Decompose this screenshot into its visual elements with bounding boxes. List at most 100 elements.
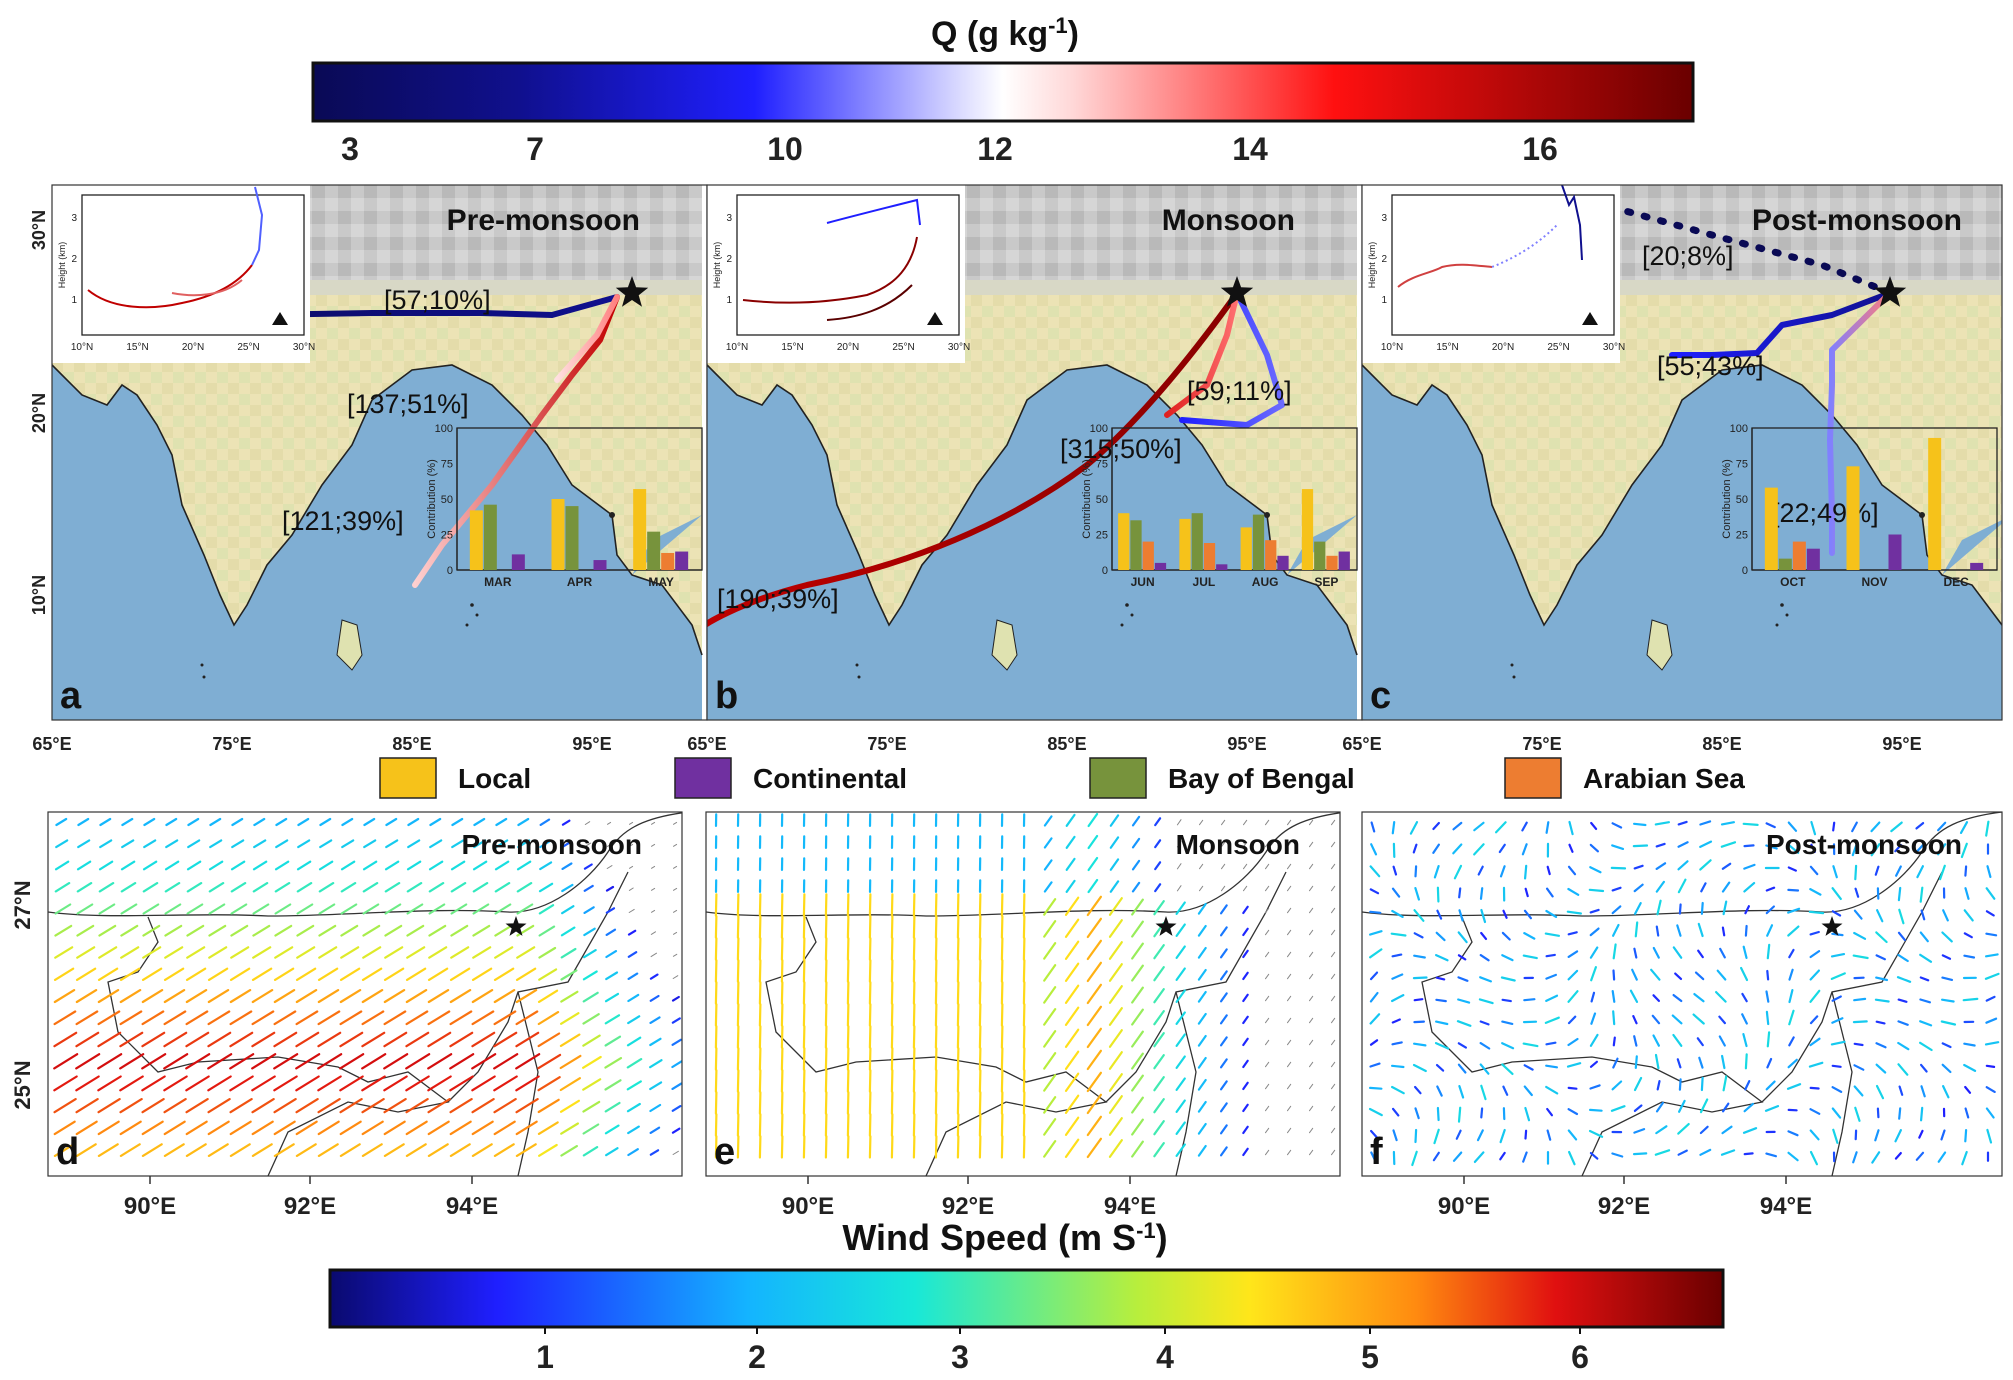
wind-arrow: [450, 881, 467, 893]
wind-arrow: [493, 967, 515, 981]
wind-arrow: [736, 1135, 740, 1159]
trajectory-line: [1179, 290, 1285, 428]
wind-arrow: [956, 1091, 960, 1115]
wind-arrow: [1176, 841, 1182, 848]
wind-arrow: [429, 839, 443, 849]
wind-arrow: [143, 817, 156, 827]
wind-arrow: [1567, 1086, 1578, 1090]
wind-arrow: [868, 1091, 872, 1115]
wind-arrow: [317, 1010, 341, 1026]
wind-arrow: [1043, 897, 1057, 916]
wind-arrow: [1000, 981, 1004, 1005]
lat-tick-label: 27°N: [10, 880, 35, 929]
wind-arrow: [1611, 905, 1622, 915]
wind-arrow: [1502, 1085, 1509, 1096]
wind-arrow: [1985, 1017, 1998, 1024]
wind-arrow: [317, 967, 339, 981]
wind-arrow: [384, 903, 402, 915]
wind-arrow: [802, 1003, 806, 1027]
wind-arrow: [802, 959, 806, 983]
wind-arrow: [1331, 1105, 1336, 1112]
wind-arrow: [1331, 973, 1336, 980]
wind-arrow: [1894, 843, 1903, 853]
wind-arrow: [1369, 865, 1381, 878]
wind-arrow: [97, 1053, 123, 1070]
wind-arrow: [1634, 901, 1642, 915]
wind-arrow: [1086, 1027, 1102, 1049]
wind-arrow: [802, 893, 806, 917]
wind-arrow: [76, 881, 93, 893]
wind-arrow: [1851, 821, 1858, 833]
wind-arrow: [1265, 1149, 1270, 1156]
wind-arrow: [1197, 1056, 1207, 1069]
wind-arrow: [736, 915, 740, 939]
wind-arrow: [383, 989, 406, 1004]
wind-arrow: [559, 1077, 582, 1092]
wind-arrow: [1567, 990, 1579, 1003]
wind-arrow: [605, 950, 618, 959]
wind-arrow: [1265, 1127, 1270, 1134]
wind-arrow: [758, 1047, 762, 1071]
wind-arrow: [651, 821, 656, 825]
trajectory-line: [707, 290, 1240, 628]
wind-arrow: [978, 1113, 982, 1137]
wind-arrow: [890, 1091, 894, 1115]
wind-arrow: [1476, 1129, 1484, 1142]
wind-arrow: [1392, 1107, 1400, 1117]
wind-arrow: [340, 881, 357, 893]
wind-arrow: [604, 1057, 623, 1069]
contribution-ytick: 75: [1096, 459, 1108, 471]
wind-arrow: [1787, 925, 1800, 937]
wind-arrow: [671, 995, 680, 1002]
wind-arrow: [934, 1069, 938, 1093]
wind-arrow: [868, 959, 872, 983]
wind-arrow: [383, 1075, 408, 1092]
wind-arrow: [515, 1098, 539, 1114]
wind-arrow: [890, 1047, 894, 1071]
wind-arrow: [1287, 995, 1292, 1002]
wind-arrow: [515, 1075, 540, 1092]
wind-arrow: [1287, 1039, 1292, 1046]
wind-arrow: [1633, 1035, 1638, 1047]
wind-arrow: [1719, 947, 1726, 959]
lon-tick-label: 95°E: [1227, 734, 1266, 754]
wind-arrow: [1766, 1031, 1771, 1048]
wind-arrow: [846, 1135, 850, 1159]
wind-arrow: [1197, 1100, 1207, 1113]
wind-arrow: [1000, 1003, 1004, 1027]
wind-arrow: [1984, 1041, 2000, 1046]
wind-arrow: [339, 1098, 363, 1114]
wind-arrow: [868, 981, 872, 1005]
wind-arrow: [1567, 1037, 1579, 1047]
wind-arrow: [515, 1120, 538, 1136]
wind-arrow: [1568, 843, 1574, 853]
wind-arrow: [185, 1075, 210, 1092]
lon-tick-label: 75°E: [1522, 734, 1561, 754]
wind-arrow: [1985, 1064, 1996, 1068]
contribution-ylabel: Contribution (%): [1081, 459, 1093, 538]
wind-arrow: [1567, 950, 1579, 958]
wind-arrow: [229, 989, 252, 1004]
contribution-bar: [1130, 520, 1142, 570]
wind-arrow: [1265, 1017, 1270, 1024]
wind-arrow: [1197, 990, 1207, 1003]
wind-arrow: [143, 839, 157, 849]
season-label: Post-monsoon: [1766, 829, 1962, 860]
wind-arrow: [1000, 1047, 1004, 1071]
wind-arrow: [1567, 1129, 1578, 1141]
contribution-bar: [1314, 541, 1326, 570]
wind-arrow: [1870, 843, 1881, 857]
wind-arrow: [1287, 973, 1292, 980]
wind-arrow: [1612, 969, 1616, 981]
wind-arrow: [1810, 843, 1816, 854]
wind-arrow: [1369, 910, 1382, 914]
wind-arrow: [824, 1003, 828, 1027]
wind-arrow: [361, 1010, 385, 1026]
wind-arrow: [1964, 865, 1968, 877]
wind-arrow: [1480, 931, 1488, 941]
contribution-month-label: MAR: [484, 575, 512, 589]
wind-arrow: [1941, 1085, 1950, 1099]
wind-arrow: [780, 981, 784, 1005]
wind-arrow: [1432, 1151, 1440, 1162]
